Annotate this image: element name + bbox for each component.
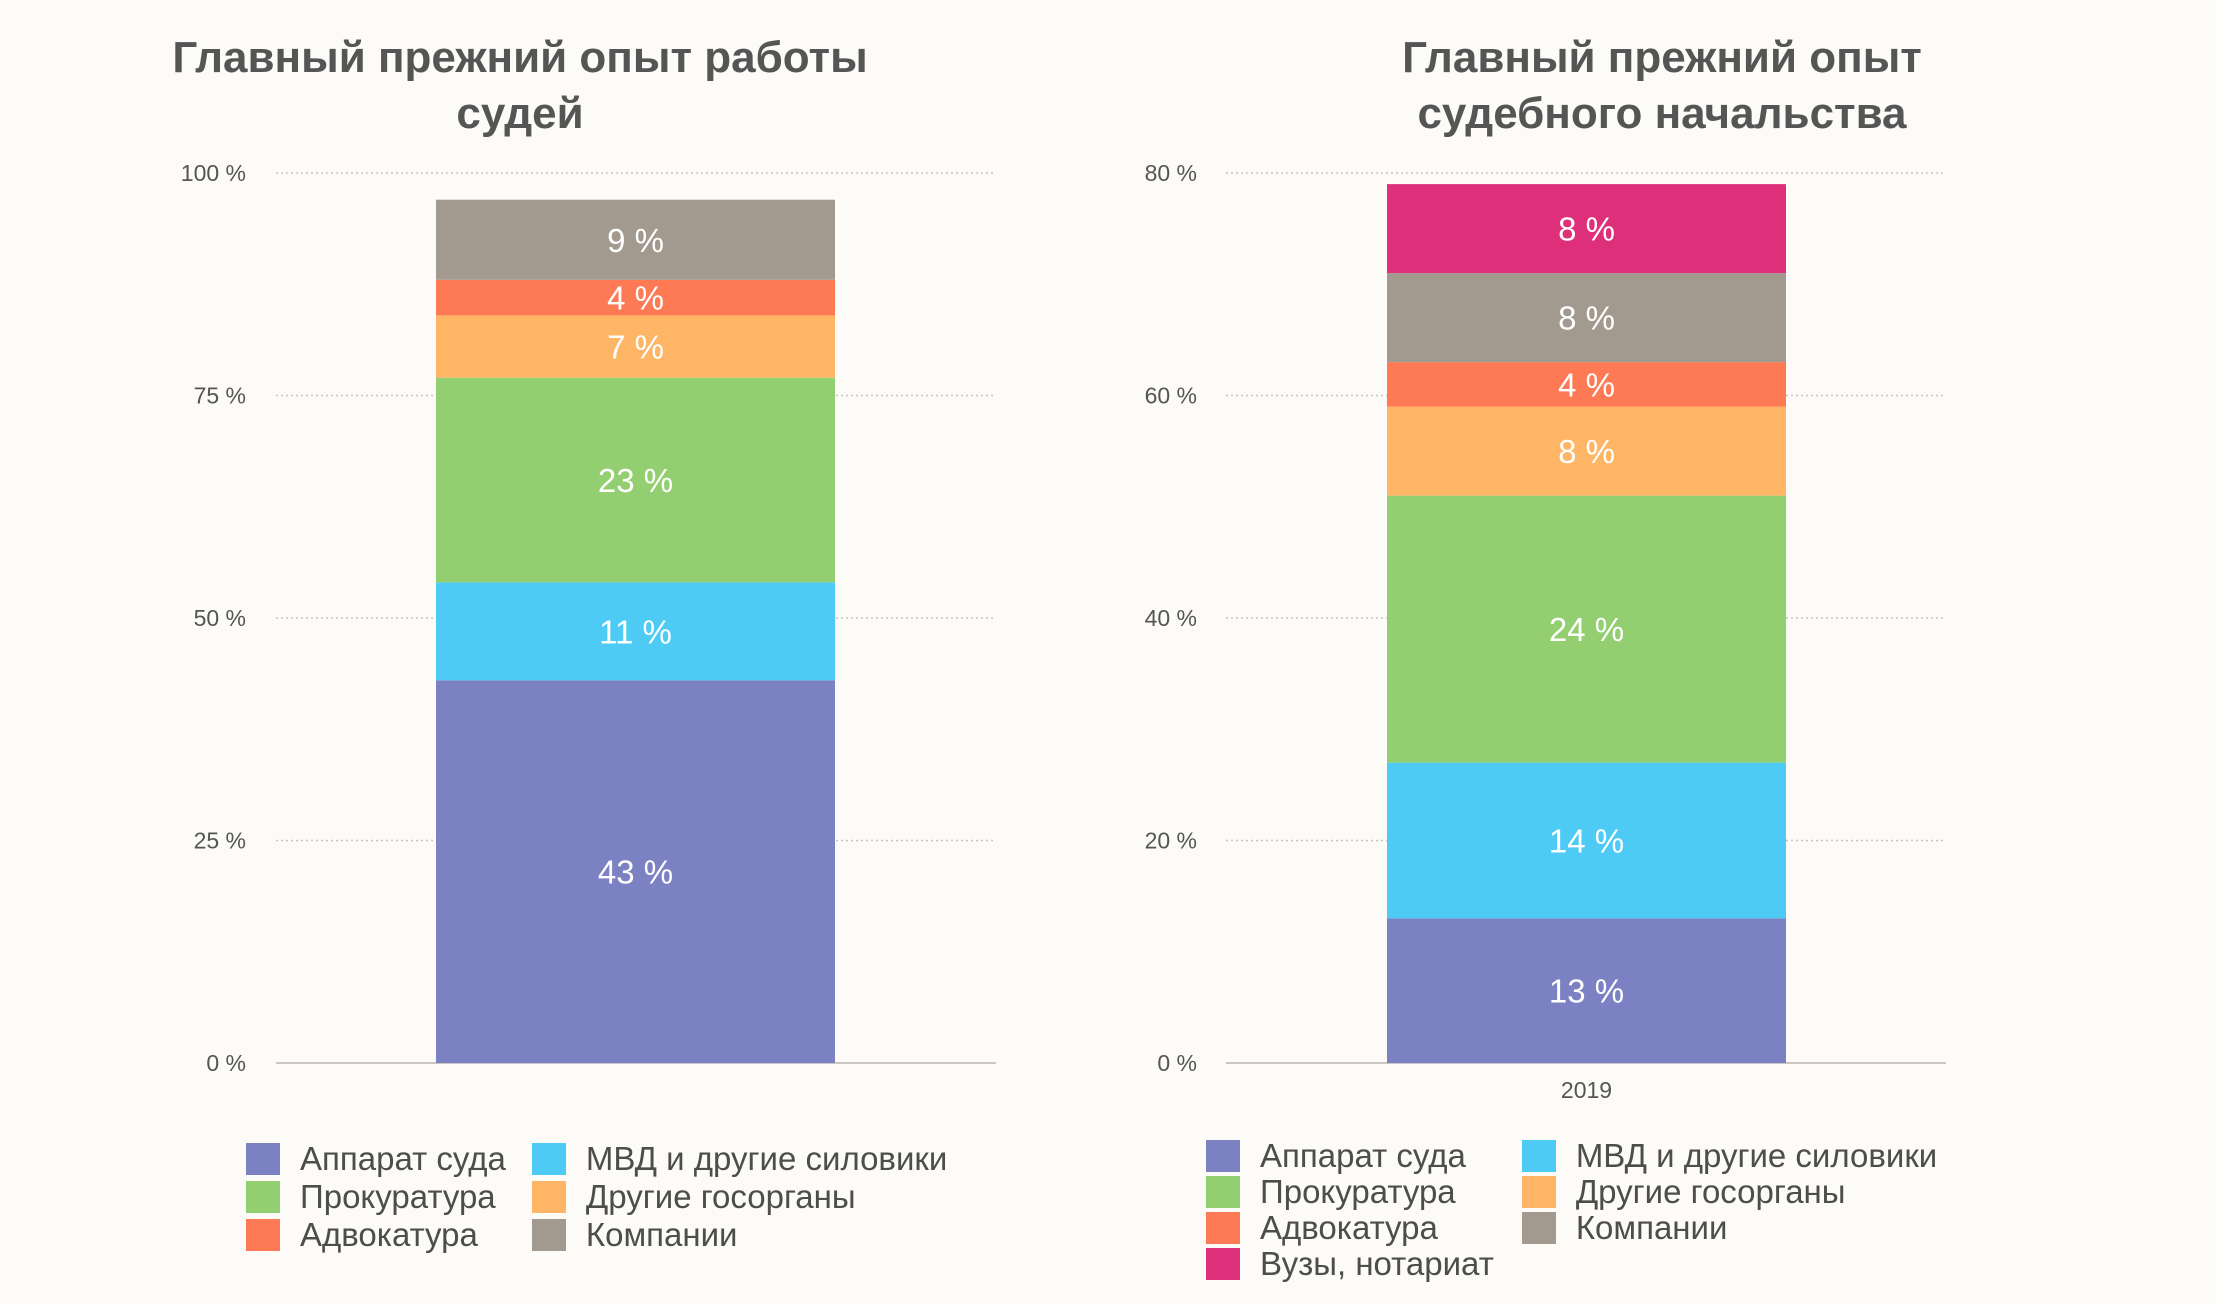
x-tick-label: 2019 (1561, 1077, 1612, 1103)
y-tick-label: 40 % (1145, 605, 1197, 631)
chart-title-line-1: Главный прежний опыт (1402, 33, 1922, 82)
legend-swatch (1206, 1140, 1240, 1172)
legend-item: Адвокатура (246, 1216, 506, 1254)
legend-item: Аппарат суда (1206, 1137, 1494, 1174)
legend-swatch (1521, 1212, 1556, 1244)
legend-item: Адвокатура (1206, 1209, 1494, 1246)
legend-label: МВД и другие силовики (585, 1140, 948, 1177)
legend-label: Другие госорганы (585, 1178, 856, 1215)
legend-item: Другие госорганы (1521, 1173, 1937, 1210)
legend-swatch (531, 1181, 566, 1213)
bar-segment (1387, 762, 1786, 919)
bar-segment (1387, 918, 1786, 1063)
legend-item: Другие госорганы (531, 1178, 947, 1216)
bar-segment (1387, 362, 1786, 407)
chart-title: Главный прежний опыт работы судей (0, 30, 1040, 142)
data-label: 14 % (1549, 823, 1624, 860)
legend-label: МВД и другие силовики (1575, 1137, 1938, 1174)
bar-segment (1387, 184, 1786, 274)
data-label: 13 % (1549, 973, 1624, 1010)
y-tick-label: 100 % (181, 160, 246, 186)
bar-segment (1387, 495, 1786, 763)
legend-swatch (246, 1143, 280, 1175)
chart-judges: Главный прежний опыт работы судей 0 % 25 … (0, 0, 1040, 1304)
data-label: 23 % (598, 462, 673, 499)
bar-segment (436, 199, 835, 280)
legend-label: Адвокатура (300, 1216, 478, 1253)
legend-swatch (1521, 1176, 1556, 1208)
data-label: 9 % (607, 222, 664, 259)
bar-segment (436, 582, 835, 681)
data-label: 7 % (607, 329, 664, 366)
legend-item: Аппарат суда (246, 1140, 506, 1178)
chart-title-line-1: Главный прежний опыт работы (172, 33, 868, 82)
data-label: 24 % (1549, 611, 1624, 648)
bar-segment (436, 680, 835, 1063)
chart-legend: Аппарат суда МВД и другие силовики Прокура… (246, 1140, 947, 1254)
y-tick-label: 0 % (206, 1050, 246, 1076)
legend-label: Компании (1575, 1209, 1728, 1246)
chart-legend: Аппарат суда МВД и другие силовики Прокура… (1206, 1137, 1938, 1282)
y-tick-label: 60 % (1145, 383, 1197, 409)
legend-swatch (1521, 1140, 1556, 1172)
legend-label: Компании (585, 1216, 738, 1253)
legend-item: Прокуратура (1206, 1173, 1494, 1210)
y-tick-label: 50 % (194, 605, 246, 631)
chart-title-line-2: судебного начальства (1417, 89, 1907, 138)
legend-swatch (531, 1143, 566, 1175)
legend-label: Прокуратура (1260, 1173, 1456, 1210)
stacked-bar-chart: 0 % 25 % 50 % 75 % 100 % 43 % 11 % 23 % 7 % 4 % 9 … (181, 160, 996, 1076)
chart-title-line-2: судей (456, 89, 584, 138)
legend-label: Аппарат суда (300, 1140, 506, 1177)
y-tick-label: 20 % (1145, 828, 1197, 854)
stacked-bar-chart: 0 % 20 % 40 % 60 % 80 % 13 % 14 % 24 % 8 % 4 % 8 %… (1145, 160, 1946, 1103)
legend-item: МВД и другие силовики (1521, 1137, 1938, 1174)
chart-court-heads: Главный прежний опыт судебного начальств… (1108, 0, 2216, 1304)
legend-swatch (1206, 1176, 1240, 1208)
bar-segment (1387, 406, 1786, 496)
data-label: 43 % (598, 854, 673, 891)
legend-item: МВД и другие силовики (531, 1140, 948, 1178)
data-label: 8 % (1558, 433, 1615, 470)
legend-item: Компании (1521, 1209, 1937, 1246)
bar-segment (1387, 273, 1786, 363)
y-tick-label: 80 % (1145, 160, 1197, 186)
data-label: 8 % (1558, 211, 1615, 248)
legend-swatch (1206, 1212, 1240, 1244)
legend-label: Другие госорганы (1575, 1173, 1846, 1210)
legend-swatch (246, 1181, 280, 1213)
legend-label: Вузы, нотариат (1260, 1245, 1494, 1282)
data-label: 11 % (599, 613, 672, 650)
legend-label: Аппарат суда (1260, 1137, 1466, 1174)
legend-label: Прокуратура (300, 1178, 496, 1215)
data-label: 8 % (1558, 300, 1615, 337)
bar-segment (436, 279, 835, 316)
y-tick-label: 75 % (194, 383, 246, 409)
data-label: 4 % (607, 280, 664, 317)
legend-swatch (1206, 1248, 1240, 1280)
y-tick-label: 25 % (194, 828, 246, 854)
chart-title: Главный прежний опыт судебного начальств… (1108, 30, 2216, 142)
legend-swatch (531, 1219, 566, 1251)
y-tick-label: 0 % (1157, 1050, 1197, 1076)
bar-segment (436, 315, 835, 378)
data-label: 4 % (1558, 366, 1615, 403)
legend-item: Прокуратура (246, 1178, 506, 1216)
legend-item: Вузы, нотариат (1206, 1245, 1494, 1282)
legend-swatch (246, 1219, 280, 1251)
legend-item: Компании (531, 1216, 947, 1254)
legend-label: Адвокатура (1260, 1209, 1438, 1246)
bar-segment (436, 377, 835, 583)
